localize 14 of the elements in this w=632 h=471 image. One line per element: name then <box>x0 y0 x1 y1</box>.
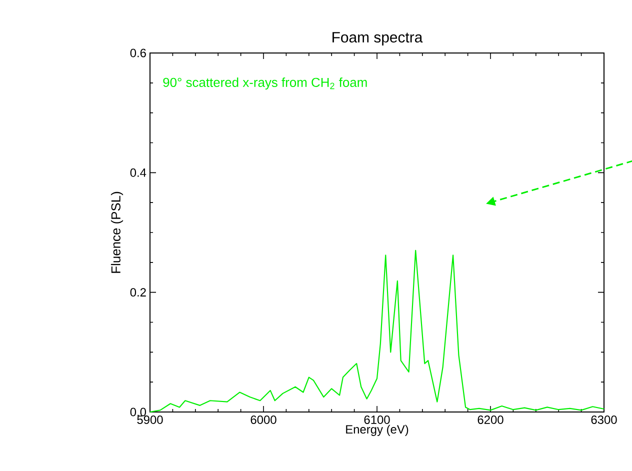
x-tick-label: 6200 <box>478 416 504 424</box>
y-tick-label: 0.4 <box>130 168 146 177</box>
line-series <box>149 250 605 413</box>
x-tick-label: 6100 <box>364 416 390 424</box>
y-axis-title: Fluence (PSL) <box>110 192 124 273</box>
x-tick-label: 6000 <box>250 416 276 424</box>
x-tick-label: 5900 <box>137 416 163 424</box>
x-axis-title: Energy (eV) <box>346 424 408 436</box>
x-tick-label: 6300 <box>591 416 617 424</box>
chart-title: Foam spectra <box>332 32 423 46</box>
y-tick-label: 0.0 <box>130 408 146 416</box>
annotation: 90° scattered x-rays from CH$_{2}$ foam <box>163 77 367 90</box>
y-tick-label: 0.2 <box>130 288 146 297</box>
y-tick-label: 0.6 <box>130 48 146 58</box>
